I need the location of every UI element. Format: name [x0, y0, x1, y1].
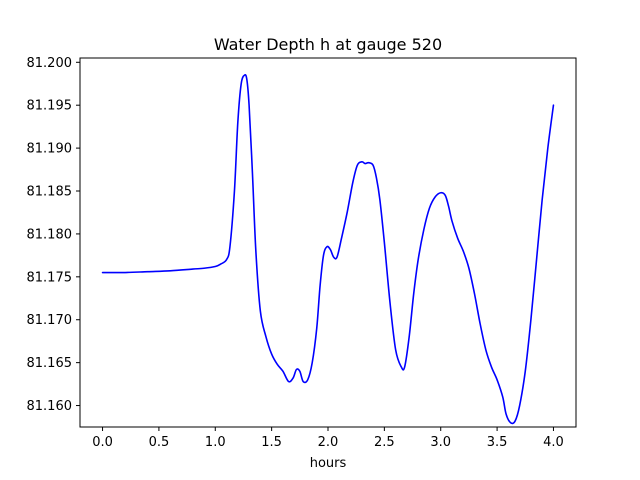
x-axis-label: hours	[310, 456, 347, 471]
y-tick-label: 81.200	[27, 56, 73, 71]
y-axis: 81.160 81.165 81.170 81.175 81.180 81.185 81.1…	[27, 56, 80, 414]
x-tick-label: 4.0	[543, 435, 564, 450]
x-tick-label: 1.5	[261, 435, 282, 450]
y-tick-label: 81.185	[27, 185, 73, 200]
y-tick-label: 81.180	[27, 227, 73, 242]
y-tick-label: 81.195	[27, 99, 73, 114]
x-tick-label: 2.0	[318, 435, 339, 450]
y-tick-label: 81.160	[27, 399, 73, 414]
series-layer	[101, 74, 555, 425]
x-tick-label: 0.5	[149, 435, 170, 450]
y-tick-label: 81.170	[27, 313, 73, 328]
x-tick-label: 3.5	[487, 435, 508, 450]
y-tick-label: 81.165	[27, 356, 73, 371]
y-tick-label: 81.175	[27, 270, 73, 285]
x-axis: 0.0 0.5 1.0 1.5 2.0 2.5 3.0 3.5 4.0	[92, 427, 564, 450]
chart-title: Water Depth h at gauge 520	[214, 35, 442, 54]
x-tick-label: 3.0	[430, 435, 451, 450]
x-tick-label: 0.0	[92, 435, 113, 450]
series-line	[101, 74, 555, 425]
plot-frame	[79, 57, 577, 428]
x-tick-label: 1.0	[205, 435, 226, 450]
x-tick-label: 2.5	[374, 435, 395, 450]
y-tick-label: 81.190	[27, 142, 73, 157]
